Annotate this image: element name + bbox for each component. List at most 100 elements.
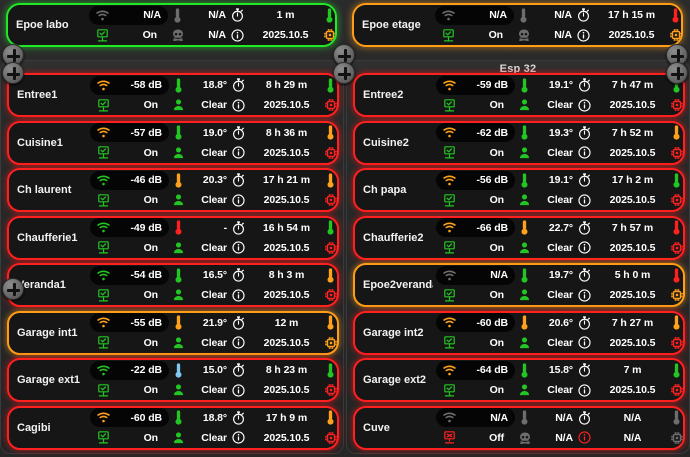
uptime-metric[interactable]: 7 h 57 m [577,218,669,237]
temperature-metric[interactable]: 16.5° [169,266,231,285]
secondary-temperature-metric[interactable]: 58.9° [323,171,337,190]
memory-metric[interactable]: 74.0 KB [669,381,683,400]
device-card[interactable]: Garage ext2 -64 dB 15.8° [353,358,685,402]
device-card[interactable]: Cuisine2 -62 dB 19.3° [353,120,685,165]
network-status-metric[interactable]: On [435,26,514,45]
wifi-signal-metric[interactable]: -46 dB [90,170,169,190]
alarm-status-metric[interactable]: N/A [514,26,576,45]
uptime-metric[interactable]: 12 m [231,313,323,332]
uptime-metric[interactable]: 17 h 2 m [577,171,669,190]
version-metric[interactable]: 2025.10.5 [231,191,323,210]
memory-metric[interactable]: 76.0 KB [323,143,337,162]
temperature-metric[interactable]: N/A [515,408,577,427]
wifi-signal-metric[interactable]: N/A [436,265,515,285]
network-status-metric[interactable]: Off [436,428,515,447]
device-card[interactable]: Epoe2veranda N/A 19.7° [353,263,685,307]
temperature-metric[interactable]: 19.7° [515,266,577,285]
temperature-metric[interactable]: 18.8° [169,408,231,427]
network-status-metric[interactable]: On [89,26,168,45]
memory-metric[interactable]: 79.0 KB [323,428,337,447]
device-card[interactable]: Entree1 -58 dB 18.8° [7,73,339,117]
network-status-metric[interactable]: On [90,286,169,305]
wifi-signal-metric[interactable]: -60 dB [90,408,169,427]
alarm-status-metric[interactable]: Clear [169,381,231,400]
network-status-metric[interactable]: On [90,238,169,257]
secondary-temperature-metric[interactable]: 75.6° [669,266,683,285]
device-card[interactable]: Ch laurent -46 dB 20.3° [7,168,339,212]
memory-metric[interactable]: 159.0 … [668,26,681,45]
uptime-metric[interactable]: 7 m [577,361,669,380]
version-metric[interactable]: 2025.10.5 [577,96,669,115]
network-status-metric[interactable]: On [90,143,169,162]
memory-metric[interactable]: 77.0 KB [669,96,683,115]
secondary-temperature-metric[interactable]: N/A [669,408,683,427]
temperature-metric[interactable]: 15.0° [169,361,231,380]
move-plus-handle-icon[interactable] [666,62,688,84]
wifi-signal-metric[interactable]: -55 dB [90,313,169,332]
version-metric[interactable]: 2025.10.5 [231,381,323,400]
wifi-signal-metric[interactable]: N/A [89,5,168,25]
device-card[interactable]: Ch papa -56 dB 19.1° [353,168,685,212]
memory-metric[interactable]: 77.0 KB [323,286,337,305]
network-status-metric[interactable]: On [436,238,515,257]
uptime-metric[interactable]: 17 h 9 m [231,408,323,427]
network-status-metric[interactable]: On [436,333,515,352]
secondary-temperature-metric[interactable]: 47.2° [323,218,337,237]
uptime-metric[interactable]: 8 h 29 m [231,76,323,95]
version-metric[interactable]: 2025.10.5 [231,238,323,257]
uptime-metric[interactable]: 7 h 47 m [577,76,669,95]
temperature-metric[interactable]: 20.6° [515,313,577,332]
version-metric[interactable]: 2025.10.5 [230,26,322,45]
device-card[interactable]: Garage int1 -55 dB 21.9° [7,310,339,355]
memory-metric[interactable]: 75.0 KB [323,96,337,115]
temperature-metric[interactable]: 19.0° [169,123,231,142]
secondary-temperature-metric[interactable]: 40.6° [323,361,337,380]
wifi-signal-metric[interactable]: N/A [436,408,515,427]
temperature-metric[interactable]: 20.3° [169,171,231,190]
temperature-metric[interactable]: N/A [514,6,576,25]
uptime-metric[interactable]: 1 m [230,6,322,25]
uptime-metric[interactable]: 16 h 54 m [231,218,323,237]
memory-metric[interactable]: 77.0 KB [669,333,683,352]
move-plus-handle-icon[interactable] [2,62,24,84]
secondary-temperature-metric[interactable]: 53.9° [323,408,337,427]
alarm-status-metric[interactable]: Clear [169,333,231,352]
version-metric[interactable]: 2025.10.5 [577,333,669,352]
move-plus-handle-icon[interactable] [2,278,24,300]
network-status-metric[interactable]: On [90,96,169,115]
version-metric[interactable]: 2025.10.5 [577,286,669,305]
secondary-temperature-metric[interactable]: 67.8° [668,6,681,25]
alarm-status-metric[interactable]: Clear [169,143,231,162]
secondary-temperature-metric[interactable]: 50.0° [323,123,337,142]
version-metric[interactable]: 2025.10.5 [231,428,323,447]
network-status-metric[interactable]: On [436,96,515,115]
version-metric[interactable]: 2025.10.5 [576,26,668,45]
alarm-status-metric[interactable]: Clear [515,286,577,305]
temperature-metric[interactable]: 22.7° [515,218,577,237]
alarm-status-metric[interactable]: N/A [168,26,230,45]
secondary-temperature-metric[interactable]: 43.9° [669,361,683,380]
network-status-metric[interactable]: On [436,381,515,400]
wifi-signal-metric[interactable]: -62 dB [436,123,515,142]
device-card[interactable]: Chaufferie1 -49 dB - [7,215,339,260]
move-plus-handle-icon[interactable] [333,44,355,66]
memory-metric[interactable]: 76.0 KB [323,238,337,257]
alarm-status-metric[interactable]: Clear [169,428,231,447]
version-metric[interactable]: 2025.10.5 [231,333,323,352]
temperature-metric[interactable]: 21.9° [169,313,231,332]
header-device-card[interactable]: Epoe labo N/A N/A 1 [6,3,337,47]
wifi-signal-metric[interactable]: -66 dB [436,218,515,237]
temperature-metric[interactable]: - [169,218,231,237]
uptime-metric[interactable]: 17 h 15 m [576,6,668,25]
wifi-signal-metric[interactable]: -58 dB [90,75,169,95]
temperature-metric[interactable]: 19.1° [515,171,577,190]
network-status-metric[interactable]: On [436,143,515,162]
alarm-status-metric[interactable]: Clear [169,238,231,257]
version-metric[interactable]: 2025.10.5 [231,96,323,115]
secondary-temperature-metric[interactable]: 44.4° [669,171,683,190]
device-card[interactable]: Veranda1 -54 dB 16.5° [7,263,339,307]
wifi-signal-metric[interactable]: -56 dB [436,170,515,190]
memory-metric[interactable]: 74.0 KB [323,191,337,210]
secondary-temperature-metric[interactable]: 68.3° [669,218,683,237]
alarm-status-metric[interactable]: Clear [515,191,577,210]
